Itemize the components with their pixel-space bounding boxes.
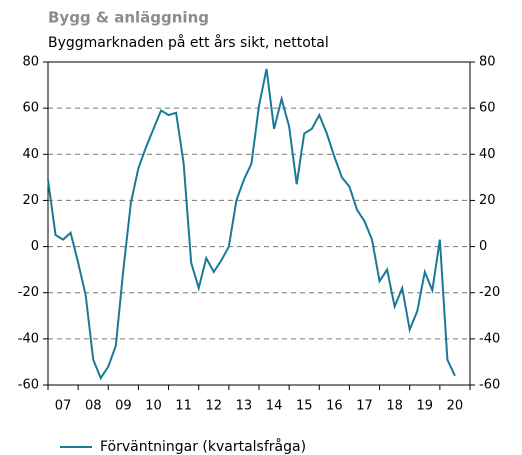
x-tick-label: 14 (266, 399, 283, 414)
y2-tick-label: 40 (479, 147, 496, 162)
y-tick-label: -60 (18, 378, 39, 393)
y2-tick-label: -60 (479, 378, 500, 393)
y2-tick-label: 20 (479, 193, 496, 208)
x-tick-label: 07 (55, 399, 72, 414)
y2-tick-label: -40 (479, 331, 500, 346)
y-tick-label: -40 (18, 331, 39, 346)
x-tick-label: 08 (85, 399, 102, 414)
y-tick-label: 40 (22, 147, 39, 162)
x-tick-label: 10 (145, 399, 162, 414)
y2-tick-label: 60 (479, 101, 496, 116)
y2-tick-label: 80 (479, 55, 496, 70)
x-tick-label: 13 (236, 399, 253, 414)
x-tick-label: 17 (356, 399, 373, 414)
data-line (47, 68, 456, 381)
x-tick-label: 15 (296, 399, 313, 414)
x-tick-label: 12 (206, 399, 223, 414)
legend-label: Förväntningar (kvartalsfråga) (100, 438, 306, 455)
y-tick-label: 60 (22, 101, 39, 116)
y-tick-label: 0 (31, 239, 39, 254)
y-tick-label: -20 (18, 285, 39, 300)
y-tick-label: 20 (22, 193, 39, 208)
x-tick-label: 18 (386, 399, 403, 414)
x-tick-label: 16 (326, 399, 343, 414)
y2-tick-label: -20 (479, 285, 500, 300)
x-tick-label: 20 (447, 399, 464, 414)
x-tick-label: 09 (115, 399, 132, 414)
x-tick-label: 19 (417, 399, 434, 414)
x-tick-label: 11 (175, 399, 192, 414)
chart-title: Bygg & anläggning (48, 9, 209, 27)
y2-tick-label: 0 (479, 239, 487, 254)
y-tick-label: 80 (22, 55, 39, 70)
chart-subtitle: Byggmarknaden på ett års sikt, nettotal (48, 34, 329, 51)
